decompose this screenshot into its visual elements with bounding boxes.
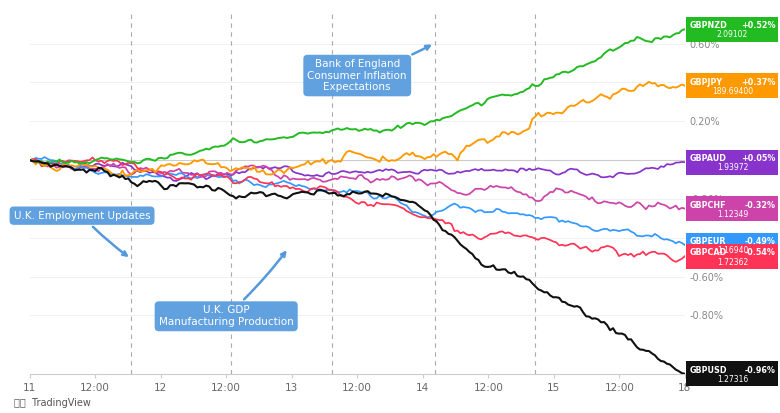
Text: ⓉⓋ  TradingView: ⓉⓋ TradingView	[14, 398, 91, 408]
Text: GBPNZD: GBPNZD	[690, 21, 727, 31]
Text: -0.96%: -0.96%	[744, 366, 775, 375]
Text: 1.12349: 1.12349	[717, 210, 748, 219]
Text: +0.05%: +0.05%	[741, 154, 775, 164]
Text: 1.16940: 1.16940	[717, 246, 748, 255]
Text: GBPEUR: GBPEUR	[690, 237, 726, 246]
Text: 189.69400: 189.69400	[712, 87, 753, 96]
Text: 1.27316: 1.27316	[717, 375, 748, 384]
Text: 1.72362: 1.72362	[717, 257, 748, 266]
Text: U.K. Employment Updates: U.K. Employment Updates	[14, 211, 151, 256]
Text: Bank of England
Consumer Inflation
Expectations: Bank of England Consumer Inflation Expec…	[307, 46, 430, 92]
Text: GBPAUD: GBPAUD	[690, 154, 726, 164]
Text: -0.32%: -0.32%	[744, 201, 775, 210]
Text: +0.37%: +0.37%	[741, 78, 775, 87]
Text: U.K. GDP
Manufacturing Production: U.K. GDP Manufacturing Production	[159, 252, 293, 327]
Text: GBPJPY: GBPJPY	[690, 78, 722, 87]
Text: GBPUSD: GBPUSD	[690, 366, 727, 375]
Text: GBPCHF: GBPCHF	[690, 201, 726, 210]
Text: +0.52%: +0.52%	[741, 21, 775, 31]
Text: 1.93972: 1.93972	[717, 164, 748, 173]
Text: GBPCAD: GBPCAD	[690, 248, 727, 257]
Text: 2.09102: 2.09102	[717, 31, 748, 40]
Text: -0.49%: -0.49%	[744, 237, 775, 246]
Text: -0.54%: -0.54%	[744, 248, 775, 257]
